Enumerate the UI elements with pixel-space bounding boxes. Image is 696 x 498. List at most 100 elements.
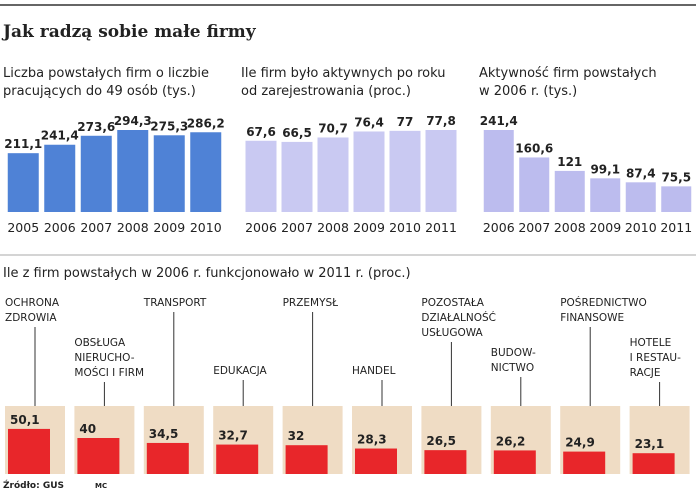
value-label: 286,2: [187, 116, 225, 130]
x-tick-label: 2010: [190, 220, 222, 235]
category-label: RACJE: [630, 367, 661, 379]
bar: [353, 131, 385, 212]
category-label: POŚREDNICTWO: [560, 296, 647, 309]
x-tick-label: 2009: [353, 220, 385, 235]
chart-subtitle: od zarejestrowania (proc.): [241, 84, 411, 99]
bar: [281, 141, 313, 212]
category-label: POZOSTAŁA: [421, 297, 484, 309]
value-label: 70,7: [318, 121, 348, 135]
category-label: DZIAŁALNOŚĆ: [421, 311, 496, 324]
x-tick-label: 2011: [660, 220, 692, 235]
value-label: 275,3: [150, 119, 188, 133]
category-label: HANDEL: [352, 365, 396, 377]
x-tick-label: 2010: [389, 220, 421, 235]
value-label: 241,4: [41, 129, 79, 143]
x-tick-label: 2006: [483, 220, 515, 235]
bar: [425, 130, 457, 212]
value-label: 121: [557, 155, 582, 169]
bar: [245, 140, 277, 212]
bar: [632, 453, 675, 474]
bar: [355, 448, 397, 474]
category-label: BUDOW-: [491, 347, 536, 359]
x-tick-label: 2008: [117, 220, 149, 235]
category-label: TRANSPORT: [143, 297, 207, 309]
value-label: 67,6: [246, 125, 276, 139]
chart-subtitle: Aktywność firm powstałych: [479, 66, 657, 81]
chart-subtitle: w 2006 r. (tys.): [479, 84, 577, 99]
x-tick-label: 2007: [80, 220, 112, 235]
category-label: NIERUCHO-: [74, 352, 134, 364]
value-label: 32,7: [218, 429, 248, 443]
value-label: 66,5: [282, 126, 312, 140]
x-tick-label: 2008: [317, 220, 349, 235]
bar: [554, 170, 585, 212]
bar: [590, 178, 621, 212]
value-label: 50,1: [10, 413, 40, 427]
bar: [8, 428, 50, 474]
x-tick-label: 2006: [245, 220, 277, 235]
bar: [77, 438, 120, 474]
category-label: HOTELE: [630, 337, 672, 349]
value-label: 77: [397, 115, 414, 129]
credit: MC: [95, 482, 107, 490]
bar: [661, 186, 692, 212]
value-label: 77,8: [426, 114, 456, 128]
bar: [519, 157, 550, 212]
x-tick-label: 2011: [425, 220, 457, 235]
chart-subtitle: Ile firm było aktywnych po roku: [241, 66, 446, 81]
bar: [146, 442, 189, 474]
category-label: I RESTAU-: [630, 352, 681, 364]
category-label: MOŚCI I FIRM: [74, 366, 144, 379]
value-label: 40: [79, 422, 96, 436]
title: Jak radzą sobie małe firmy: [1, 22, 257, 42]
value-label: 160,6: [515, 141, 553, 155]
value-label: 211,1: [4, 137, 42, 151]
bar: [317, 137, 349, 212]
bar: [285, 445, 328, 474]
category-label: EDUKACJA: [213, 365, 267, 377]
bar: [483, 130, 514, 212]
bar: [7, 153, 39, 212]
value-label: 34,5: [149, 427, 179, 441]
value-label: 24,9: [565, 436, 595, 450]
source: Źródło: GUS: [3, 479, 64, 491]
value-label: 99,1: [590, 162, 620, 176]
category-label: USŁUGOWA: [421, 327, 483, 339]
chart-subtitle: Ile z firm powstałych w 2006 r. funkcjon…: [3, 266, 411, 281]
bar: [80, 135, 112, 212]
x-tick-label: 2007: [281, 220, 313, 235]
value-label: 28,3: [357, 433, 387, 447]
x-tick-label: 2010: [625, 220, 657, 235]
category-label: PRZEMYSŁ: [283, 297, 339, 309]
bar: [190, 132, 222, 212]
x-tick-label: 2009: [589, 220, 621, 235]
value-label: 23,1: [635, 437, 665, 451]
value-label: 76,4: [354, 115, 384, 129]
x-tick-label: 2009: [153, 220, 185, 235]
bar: [625, 182, 656, 212]
category-label: ZDROWIA: [5, 312, 57, 324]
value-label: 26,5: [426, 434, 456, 448]
bar: [216, 444, 259, 474]
bar: [389, 130, 421, 212]
x-tick-label: 2008: [554, 220, 586, 235]
category-label: OCHRONA: [5, 297, 60, 309]
value-label: 241,4: [480, 114, 518, 128]
value-label: 87,4: [626, 166, 656, 180]
x-tick-label: 2006: [44, 220, 76, 235]
bar: [563, 451, 606, 474]
value-label: 32: [288, 429, 305, 443]
category-label: FINANSOWE: [560, 312, 624, 324]
chart-subtitle: Liczba powstałych firm o liczbie: [3, 66, 209, 81]
category-label: OBSŁUGA: [74, 337, 126, 349]
value-label: 294,3: [114, 114, 152, 128]
category-label: NICTWO: [491, 362, 534, 374]
value-label: 273,6: [77, 120, 115, 134]
bar: [44, 144, 76, 212]
bar: [153, 135, 185, 212]
bar: [424, 450, 467, 474]
x-tick-label: 2007: [518, 220, 550, 235]
chart-subtitle: pracujących do 49 osób (tys.): [3, 84, 196, 99]
value-label: 75,5: [661, 170, 691, 184]
